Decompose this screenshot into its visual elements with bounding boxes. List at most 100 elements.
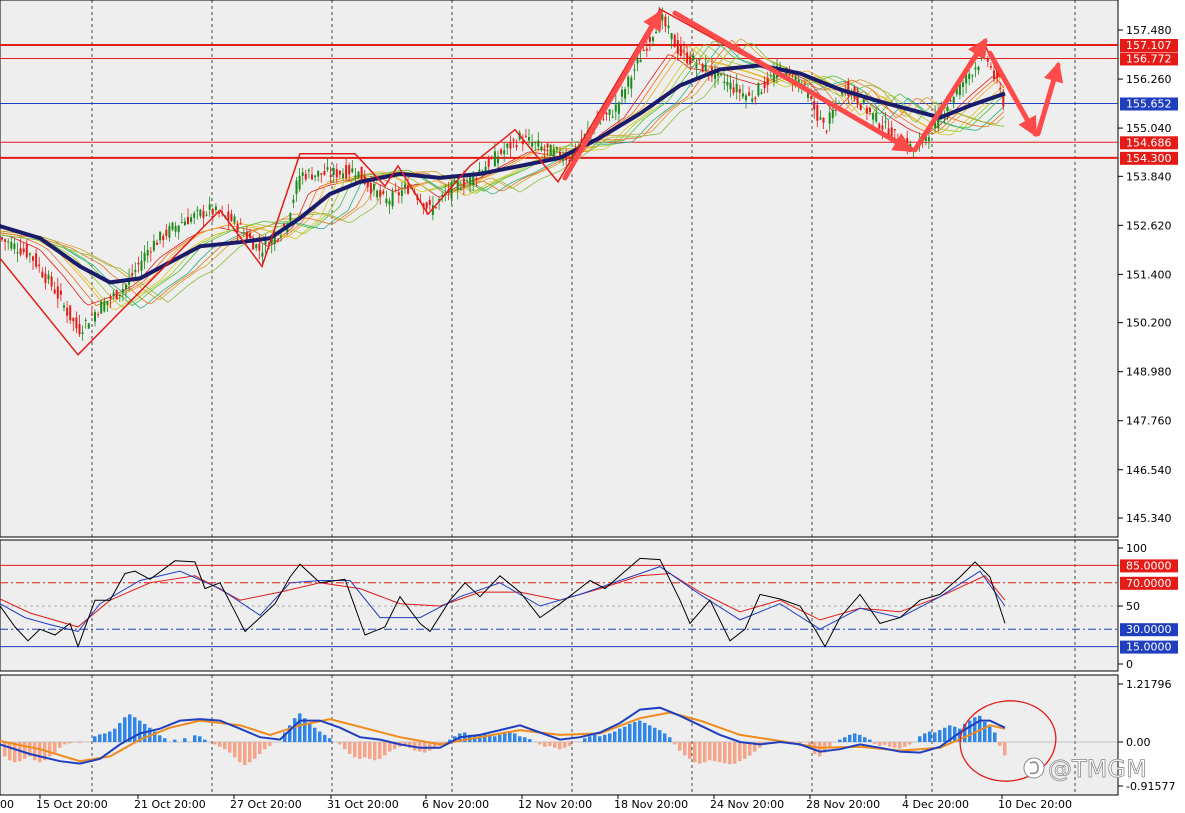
stoch-levels xyxy=(0,564,1118,648)
macd-bar xyxy=(738,742,742,762)
candle-body xyxy=(276,239,279,241)
macd-bar xyxy=(743,742,747,759)
macd-bar xyxy=(323,734,327,742)
candle-body xyxy=(664,16,667,27)
candle-body xyxy=(357,171,360,178)
candle-body xyxy=(537,140,540,147)
candle-body xyxy=(667,25,670,29)
candle-body xyxy=(360,166,363,180)
candle-body xyxy=(865,107,868,114)
macd-bar xyxy=(613,731,617,742)
candle-body xyxy=(831,110,834,119)
macd-bar xyxy=(28,742,32,757)
macd-bar xyxy=(873,742,877,744)
macd-bar xyxy=(248,742,252,763)
candle-body xyxy=(342,173,344,179)
candle-body xyxy=(772,73,775,82)
candle-body xyxy=(425,202,428,209)
macd-bar xyxy=(713,742,717,762)
candle-body xyxy=(639,59,642,63)
macd-bar xyxy=(98,734,102,742)
macd-bar xyxy=(428,742,432,751)
candle-body xyxy=(673,34,676,48)
macd-bar xyxy=(648,725,652,742)
candle-body xyxy=(466,180,468,182)
candle-body xyxy=(187,216,189,225)
macd-bar xyxy=(353,742,357,758)
x-tick-label: 21 Oct 20:00 xyxy=(134,798,206,811)
candle-body xyxy=(624,89,627,99)
price-label-text: 155.652 xyxy=(1126,97,1172,110)
candle-body xyxy=(794,76,797,84)
candle-body xyxy=(803,83,806,85)
macd-bar xyxy=(393,742,397,750)
macd-bar xyxy=(903,742,907,747)
candle-body xyxy=(478,169,481,173)
macd-bar xyxy=(108,731,112,742)
macd-bar xyxy=(663,733,667,742)
candle-body xyxy=(109,297,112,299)
candle-body xyxy=(94,312,96,322)
candle-body xyxy=(354,175,357,178)
macd-bar xyxy=(618,728,622,742)
candle-body xyxy=(236,224,239,232)
macd-bar xyxy=(348,742,352,755)
price-y-axis: 157.480 156.260 155.040 153.840 152.620 151.4… xyxy=(1118,24,1178,525)
candle-body xyxy=(90,314,93,316)
macd-bar xyxy=(933,732,937,742)
candle-body xyxy=(162,235,165,241)
x-tick-label: 12 Nov 20:00 xyxy=(518,798,592,811)
y-tick-label: 145.340 xyxy=(1126,512,1172,525)
candle-body xyxy=(152,240,155,251)
ribbon-ma-line xyxy=(0,42,1005,309)
macd-bar xyxy=(293,718,297,742)
candle-body xyxy=(884,121,887,123)
candle-body xyxy=(621,89,623,97)
macd-bar xyxy=(868,739,872,742)
candle-body xyxy=(183,221,186,226)
candle-body xyxy=(177,225,180,233)
candle-body xyxy=(301,172,304,176)
candle-body xyxy=(211,208,214,215)
candle-body xyxy=(264,240,267,245)
macd-bar xyxy=(103,733,107,742)
candle-body xyxy=(428,199,431,206)
macd-bar xyxy=(653,727,657,742)
x-tick-label: 15 Oct 20:00 xyxy=(36,798,108,811)
candle-body xyxy=(258,243,261,251)
macd-bar xyxy=(998,742,1002,746)
candle-body xyxy=(304,173,307,180)
candle-body xyxy=(196,209,199,211)
candle-body xyxy=(559,151,561,158)
macd-bar xyxy=(363,742,367,758)
candle-body xyxy=(199,209,202,217)
candle-body xyxy=(78,323,81,335)
candle-body xyxy=(611,116,614,118)
macd-bar xyxy=(728,742,732,765)
candle-body xyxy=(605,112,608,115)
candle-body xyxy=(289,213,292,221)
candle-body xyxy=(100,301,103,314)
macd-bar xyxy=(313,727,317,742)
candle-body xyxy=(338,170,341,175)
candle-body xyxy=(980,51,983,59)
y-tick-label: 1.21796 xyxy=(1126,678,1172,691)
candle-body xyxy=(701,63,704,72)
macd-bar xyxy=(923,733,927,742)
candle-body xyxy=(97,313,100,315)
candle-body xyxy=(949,100,952,102)
candle-body xyxy=(497,156,499,164)
candle-body xyxy=(397,192,400,196)
candle-body xyxy=(307,169,310,172)
macd-bar xyxy=(118,722,122,742)
y-tick-label: 157.480 xyxy=(1126,24,1172,37)
candle-body xyxy=(115,290,118,300)
candle-body xyxy=(546,143,549,148)
macd-bar xyxy=(488,734,492,742)
candle-body xyxy=(131,273,134,276)
y-tick-label: 0.00 xyxy=(1126,736,1151,749)
candle-body xyxy=(345,165,348,179)
candle-body xyxy=(218,212,220,214)
candle-body xyxy=(512,139,515,141)
